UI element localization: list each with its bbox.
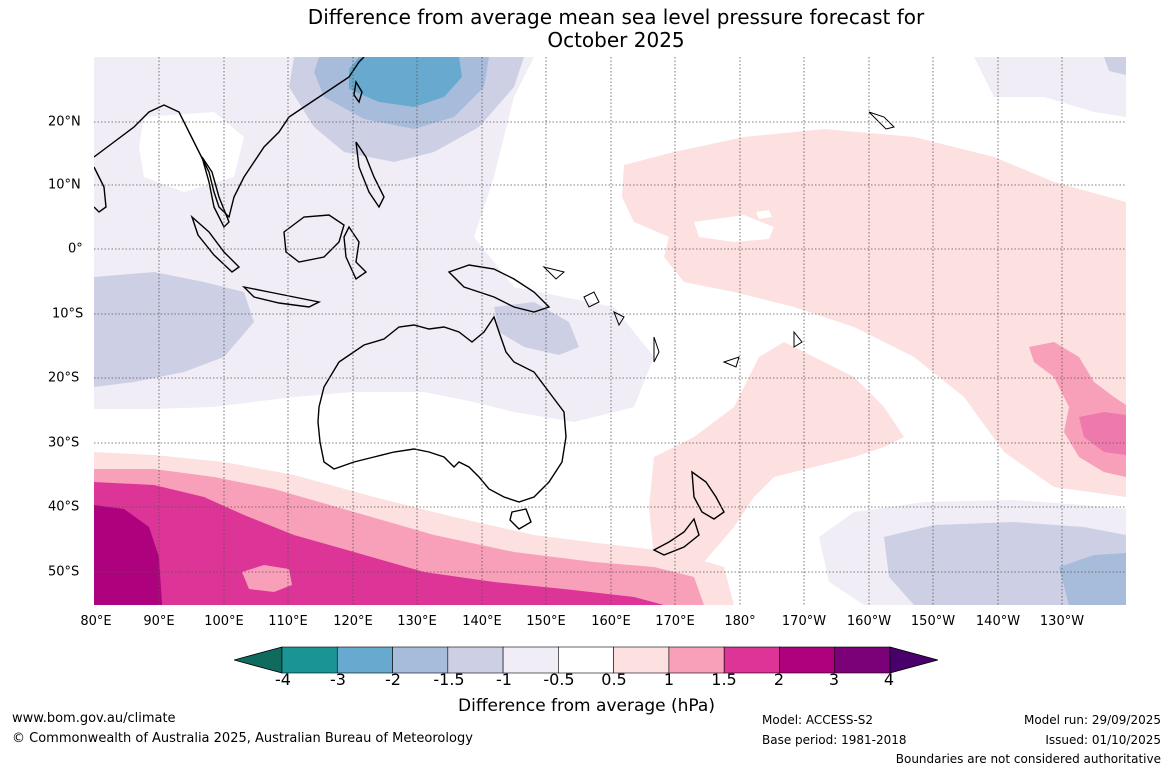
colorbar-segment — [834, 646, 891, 674]
map-title: Difference from average mean sea level p… — [0, 6, 1173, 52]
pacific-islands — [542, 111, 895, 368]
lon-label-90e: 90°E — [143, 614, 175, 629]
colorbar-tick-label: 1 — [663, 670, 675, 689]
title-line-2: October 2025 — [547, 28, 685, 52]
lat-label-10s: 10°S — [52, 306, 84, 322]
anomaly-region-negative-mid-sepacific — [1059, 553, 1126, 605]
anomaly-region-positive-verystrong-south — [94, 505, 162, 605]
colorbar-tick-label: -1.5 — [433, 670, 465, 689]
coastline-new-zealand-south — [652, 517, 700, 556]
lat-label-0: 0° — [68, 241, 83, 257]
lon-label-150e: 150°E — [526, 614, 566, 629]
lon-label-130e: 130°E — [397, 614, 437, 629]
anomaly-region-neutral-pacific — [694, 215, 774, 242]
colorbar-tick-label: 4 — [883, 670, 895, 689]
coastline-malay-peninsula — [201, 156, 230, 229]
colorbar-segment — [447, 646, 504, 674]
pressure-anomaly-map — [94, 57, 1126, 605]
anomaly-region-positive-strong-south — [94, 482, 664, 605]
lon-label-130w: 130°W — [1039, 614, 1085, 629]
anomaly-region-positive-east — [1029, 342, 1126, 477]
lon-label-140e: 140°E — [462, 614, 502, 629]
colorbar-segment — [613, 646, 670, 674]
anomaly-region-negative-ne-small — [1104, 57, 1126, 75]
colorbar-tick-label: -1 — [496, 670, 512, 689]
colorbar-segment — [392, 646, 449, 674]
colorbar-tick-label: -2 — [385, 670, 401, 689]
website-link[interactable]: www.bom.gov.au/climate — [12, 711, 176, 726]
colorbar — [234, 646, 938, 674]
lat-label-10n: 10°N — [48, 177, 81, 193]
issued-date: Issued: 01/10/2025 — [1045, 733, 1161, 747]
graticule — [94, 57, 1126, 605]
anomaly-region-negative-strong — [349, 57, 462, 107]
coastline-sulawesi — [343, 225, 368, 281]
lon-label-170w: 170°W — [781, 614, 827, 629]
colorbar-tick-label: 0.5 — [601, 670, 627, 689]
anomaly-region-positive-light-nz — [649, 342, 904, 605]
lon-label-170e: 170°E — [655, 614, 695, 629]
lat-label-20n: 20°N — [48, 114, 81, 130]
anomaly-region-negative-coral — [494, 302, 579, 355]
lat-label-30s: 30°S — [48, 435, 80, 451]
colorbar-tick-label: 3 — [828, 670, 840, 689]
base-period: Base period: 1981-2018 — [762, 733, 907, 747]
title-line-1: Difference from average mean sea level p… — [307, 5, 925, 29]
lon-label-80e: 80°E — [80, 614, 112, 629]
colorbar-segment — [779, 646, 836, 674]
anomaly-region-positive-east-strong — [1079, 412, 1126, 455]
anomaly-region-neutral-sea — [139, 112, 244, 192]
model-name: Model: ACCESS-S2 — [762, 713, 874, 727]
coastline-new-zealand-north — [691, 470, 725, 520]
colorbar-tick-label: 2 — [773, 670, 785, 689]
coastline-taiwan — [353, 79, 363, 104]
coastline-sumatra — [190, 214, 241, 273]
coastlines — [94, 57, 725, 556]
lon-label-140w: 140°W — [975, 614, 1021, 629]
lon-label-160w: 160°W — [846, 614, 892, 629]
copyright-text: © Commonwealth of Australia 2025, Austra… — [12, 731, 473, 746]
lon-label-150w: 150°W — [910, 614, 956, 629]
coastline-new-guinea — [447, 264, 551, 313]
colorbar-extend-high — [889, 646, 938, 674]
coastline-australia — [317, 315, 567, 503]
lon-label-180: 180° — [724, 614, 756, 629]
coastline-philippines — [355, 141, 385, 209]
colorbar-segment — [558, 646, 614, 674]
anomaly-region-negative-light-ne — [984, 57, 1126, 117]
colorbar-segment — [336, 646, 393, 674]
colorbar-segment — [723, 646, 780, 674]
colorbar-segment — [281, 646, 338, 674]
model-run-date: Model run: 29/09/2025 — [1023, 713, 1161, 727]
lon-label-100e: 100°E — [204, 614, 244, 629]
coastline-mainland-asia — [94, 57, 365, 219]
colorbar-tick-label: -4 — [275, 670, 291, 689]
colorbar-segment — [668, 646, 725, 674]
anomaly-region-negative-indian — [94, 272, 254, 387]
lon-label-160e: 160°E — [591, 614, 631, 629]
colorbar-label: Difference from average (hPa) — [458, 696, 715, 716]
coastline-india — [94, 166, 107, 213]
lon-label-120e: 120°E — [333, 614, 373, 629]
lat-label-20s: 20°S — [48, 370, 80, 386]
coastline-java — [241, 285, 322, 308]
lat-label-50s: 50°S — [48, 564, 80, 580]
colorbar-tick-label: -3 — [330, 670, 346, 689]
lat-label-40s: 40°S — [48, 499, 80, 515]
coastline-borneo — [283, 214, 345, 263]
boundaries-note: Boundaries are not considered authoritat… — [895, 752, 1161, 766]
lon-label-110e: 110°E — [268, 614, 308, 629]
colorbar-tick-label: 1.5 — [711, 670, 737, 689]
colorbar-tick-label: -0.5 — [543, 670, 575, 689]
coastline-tasmania — [509, 508, 532, 530]
